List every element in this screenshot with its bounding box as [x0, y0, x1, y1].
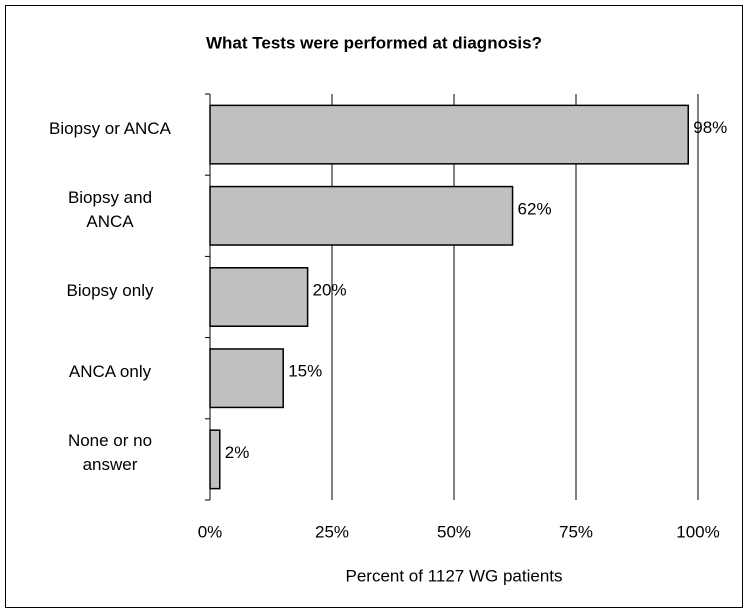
x-tick-label: 100%	[676, 522, 719, 541]
x-tick-label: 50%	[437, 522, 471, 541]
bar	[209, 185, 514, 246]
chart-title: What Tests were performed at diagnosis?	[206, 33, 542, 52]
chart-border	[5, 5, 743, 608]
data-label: 98%	[693, 118, 727, 137]
y-tick-label: Biopsy only	[66, 281, 154, 300]
y-tick-label: None or no answer	[67, 431, 153, 475]
x-axis-title: Percent of 1127 WG patients	[345, 566, 562, 585]
x-tick-label: 75%	[559, 522, 593, 541]
bar	[209, 348, 284, 409]
data-label: 2%	[225, 443, 250, 462]
data-label: 15%	[288, 362, 322, 381]
y-tick-label: ANCA only	[68, 362, 152, 382]
data-label: 20%	[313, 280, 347, 299]
y-tick-label: Biopsy or ANCA	[49, 118, 171, 138]
x-tick-label: 0%	[198, 522, 223, 541]
bar	[209, 267, 309, 327]
bar	[209, 429, 221, 490]
data-label: 62%	[518, 199, 552, 218]
bar	[209, 104, 689, 165]
y-tick-label: Biopsy and ANCA	[67, 187, 153, 231]
x-tick-label: 25%	[315, 522, 349, 541]
